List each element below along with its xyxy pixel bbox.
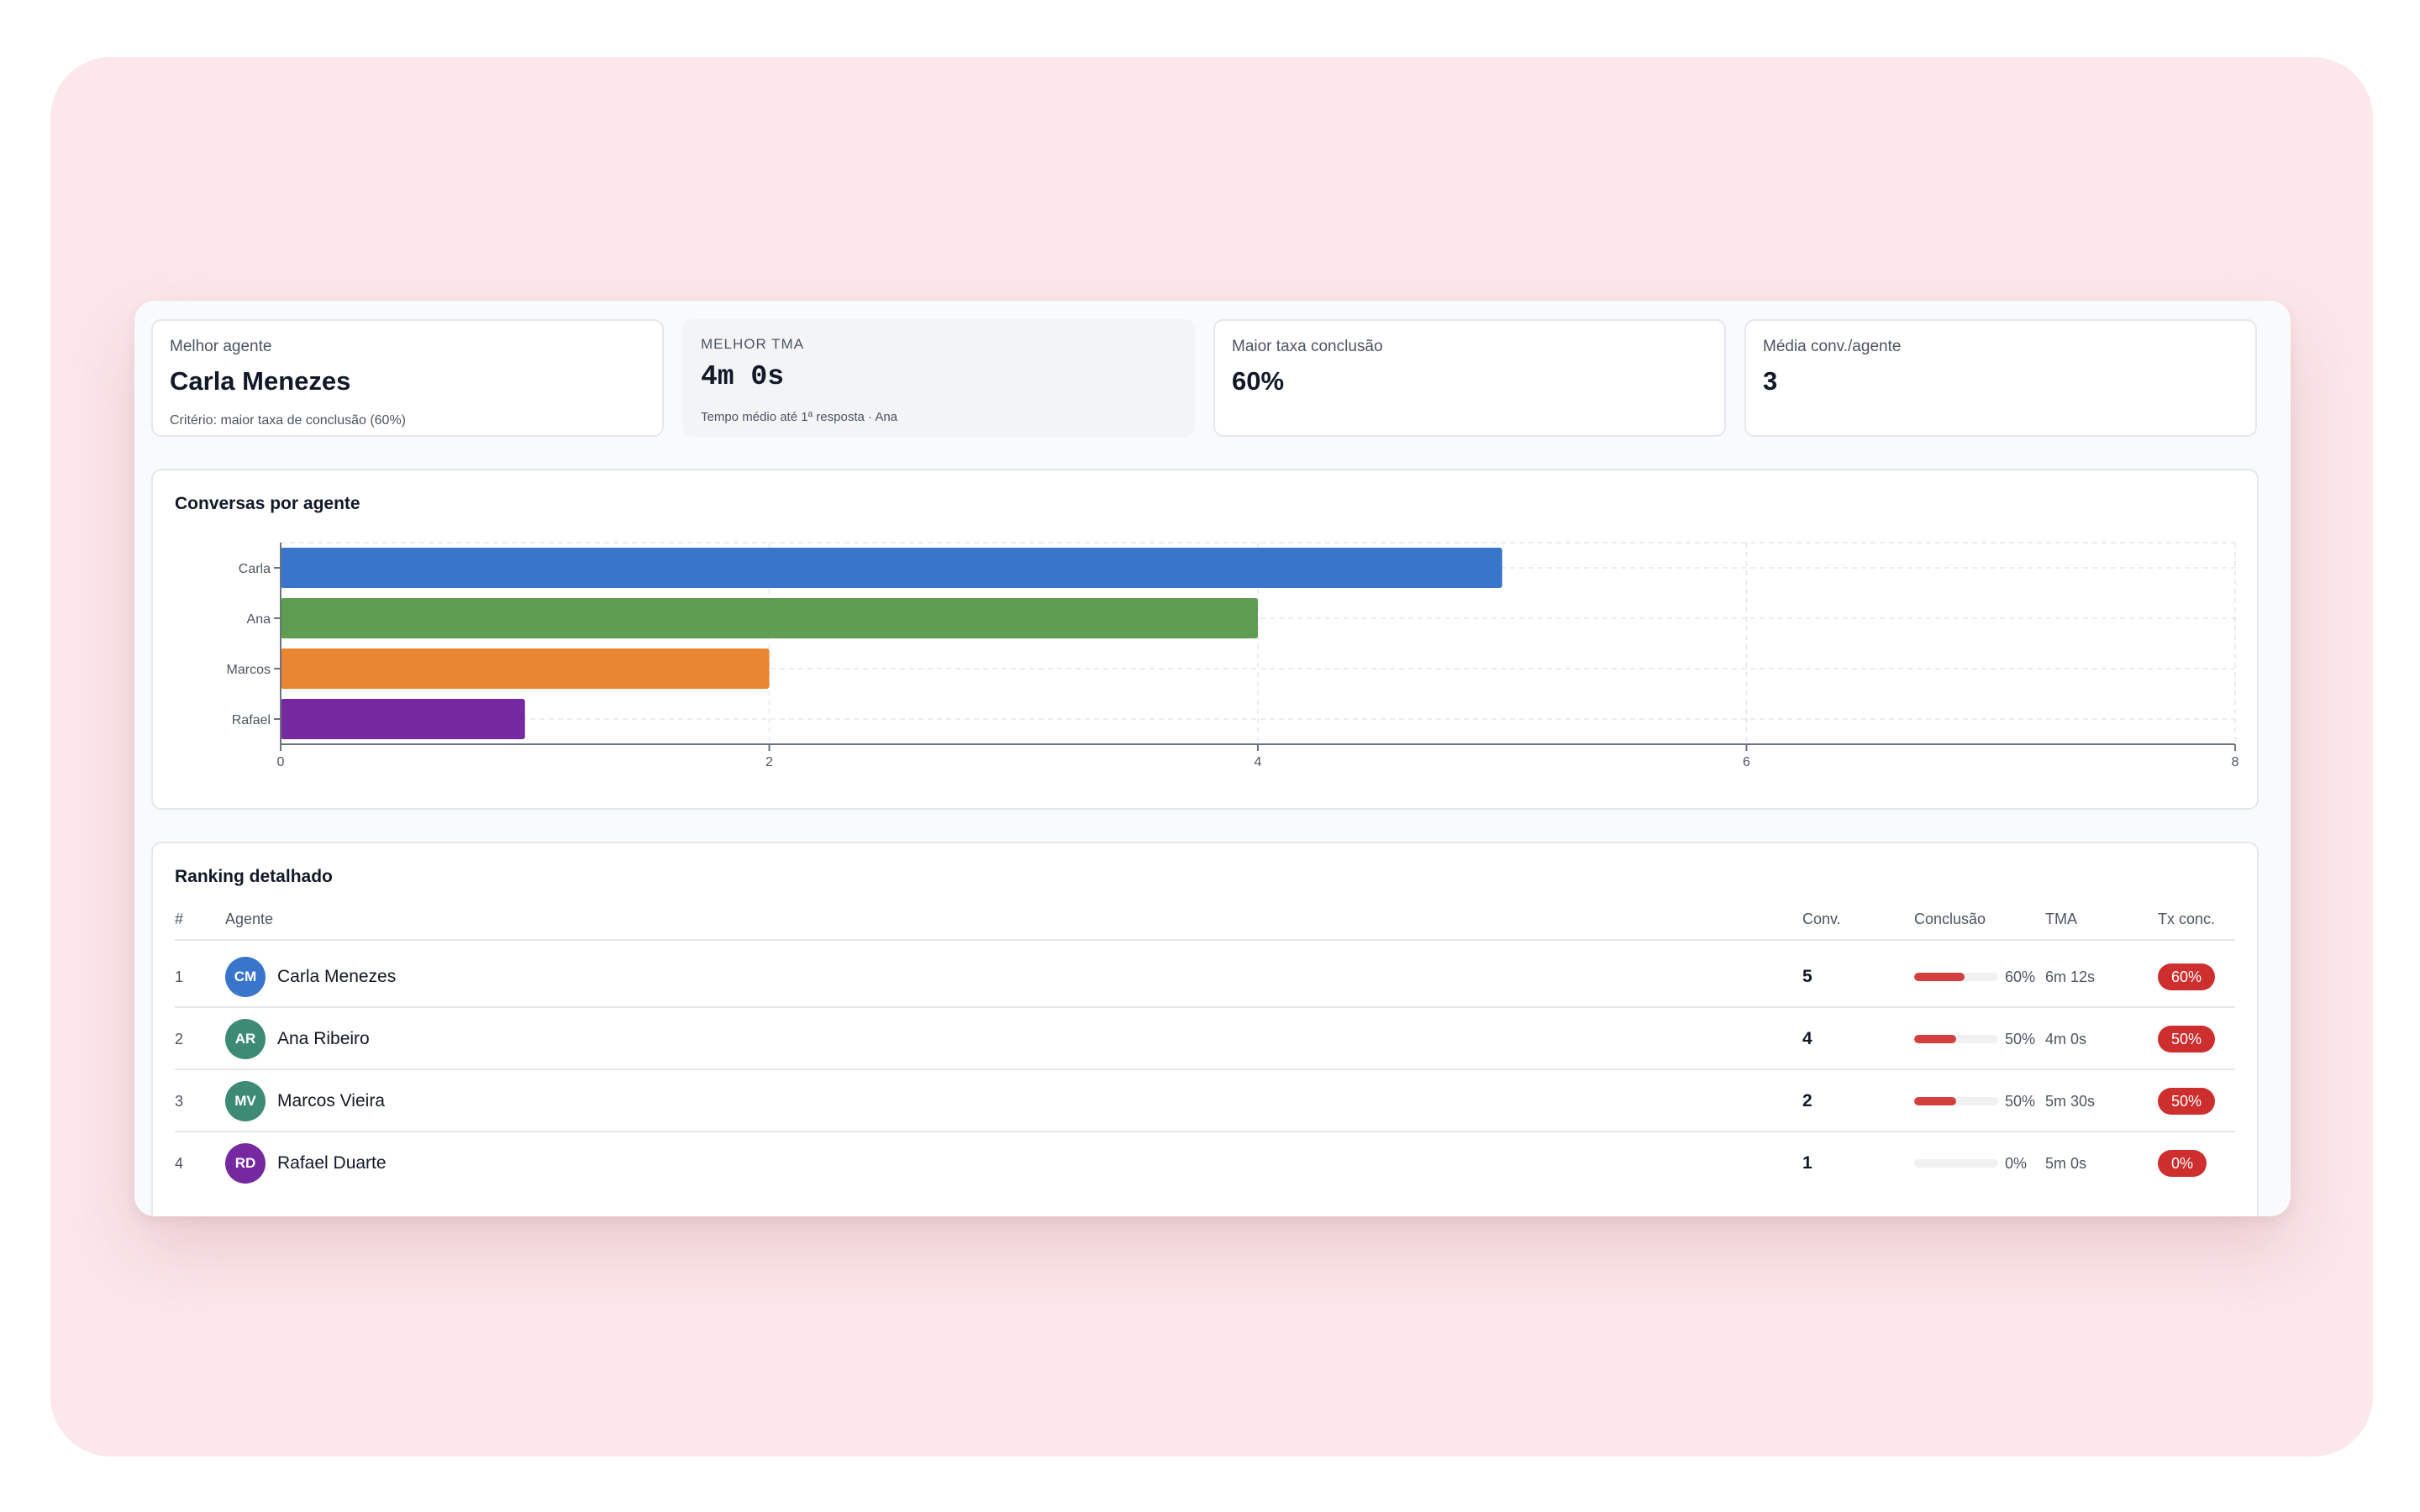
row-rate: 50% — [2158, 1070, 2216, 1132]
row-rate: 50% — [2158, 1008, 2216, 1070]
table-row[interactable]: 1 CM Carla Menezes 5 60% 6m 12s 60% — [175, 946, 2235, 1008]
avatar: MV — [225, 1081, 266, 1121]
header-divider — [175, 939, 2235, 941]
kpi-avg-conv: Média conv./agente 3 — [1744, 319, 2257, 437]
completion-progress-fill — [1914, 1097, 1956, 1105]
row-agent: RD Rafael Duarte — [225, 1132, 387, 1194]
row-agent-name: Marcos Vieira — [277, 1091, 385, 1110]
row-agent: AR Ana Ribeiro — [225, 1008, 370, 1070]
row-tma: 4m 0s — [2045, 1030, 2087, 1047]
row-rate: 60% — [2158, 946, 2216, 1008]
row-agent-name: Carla Menezes — [277, 967, 397, 986]
table-row[interactable]: 2 AR Ana Ribeiro 4 50% 4m 0s 50% — [175, 1008, 2235, 1070]
header-rate: Tx conc. — [2158, 911, 2216, 927]
row-rank: 3 — [175, 1092, 184, 1110]
row-conv: 5 — [1802, 967, 1812, 986]
row-conv: 2 — [1802, 1091, 1812, 1110]
row-tma: 6m 12s — [2045, 968, 2096, 985]
kpi-best-agent-value: Carla Menezes — [170, 366, 351, 396]
chart-card: Conversas por agente Carla Ana Marcos Rafae… — [151, 469, 2259, 810]
y-tick-label: Carla — [239, 562, 271, 576]
kpi-best-agent-label: Melhor agente — [170, 338, 272, 355]
bar-carla — [281, 548, 1502, 588]
status-badge: 0% — [2158, 1150, 2207, 1177]
x-tick-label: 8 — [2232, 755, 2239, 769]
row-conv: 1 — [1802, 1153, 1812, 1173]
ranking-card: Ranking detalhado # Agente Conv. Conclus… — [151, 842, 2259, 1216]
y-tick-label: Ana — [247, 612, 271, 627]
row-completion: 50% — [1914, 1070, 2035, 1132]
kpi-best-tma-value: 4m 0s — [701, 361, 785, 392]
chart-title: Conversas por agente — [175, 494, 360, 513]
completion-progress — [1914, 1035, 1998, 1043]
row-conv: 4 — [1802, 1029, 1812, 1048]
x-tick-label: 2 — [765, 755, 773, 769]
row-tma: 5m 0s — [2045, 1154, 2087, 1172]
row-agent-name: Ana Ribeiro — [277, 1029, 370, 1048]
kpi-best-agent: Melhor agente Carla Menezes Critério: ma… — [151, 319, 664, 437]
kpi-best-completion-value: 60% — [1232, 366, 1285, 396]
kpi-avg-conv-value: 3 — [1763, 366, 1778, 396]
header-rank: # — [175, 911, 184, 927]
x-tick-label: 4 — [1255, 755, 1262, 769]
row-agent-name: Rafael Duarte — [277, 1153, 387, 1173]
header-completion: Conclusão — [1914, 911, 1986, 927]
row-tma: 5m 30s — [2045, 1092, 2096, 1110]
row-completion-pct: 50% — [2005, 1092, 2036, 1110]
bar-ana — [281, 598, 1258, 638]
ranking-title: Ranking detalhado — [175, 867, 333, 886]
completion-progress — [1914, 1159, 1998, 1168]
row-completion: 50% — [1914, 1008, 2035, 1070]
completion-progress-fill — [1914, 973, 1965, 981]
y-tick-label: Marcos — [227, 663, 271, 677]
kpi-best-completion-label: Maior taxa conclusão — [1232, 338, 1383, 355]
header-conv: Conv. — [1802, 911, 1841, 927]
x-tick-label: 6 — [1743, 755, 1750, 769]
header-tma: TMA — [2045, 911, 2077, 927]
table-row[interactable]: 3 MV Marcos Vieira 2 50% 5m 30s 50% — [175, 1070, 2235, 1132]
row-agent: MV Marcos Vieira — [225, 1070, 385, 1132]
table-row[interactable]: 4 RD Rafael Duarte 1 0% 5m 0s 0% — [175, 1132, 2235, 1194]
row-rate: 0% — [2158, 1132, 2207, 1194]
x-tick-label: 0 — [277, 755, 285, 769]
header-agent: Agente — [225, 911, 274, 927]
status-badge: 60% — [2158, 963, 2216, 990]
kpi-best-tma: MELHOR TMA 4m 0s Tempo médio até 1ª resp… — [682, 319, 1195, 437]
kpi-best-completion: Maior taxa conclusão 60% — [1213, 319, 1726, 437]
avatar: RD — [225, 1143, 266, 1184]
y-tick-label: Rafael — [232, 713, 271, 727]
row-completion-pct: 0% — [2005, 1154, 2028, 1172]
status-badge: 50% — [2158, 1026, 2216, 1053]
completion-progress-fill — [1914, 1035, 1956, 1043]
kpi-best-tma-label: MELHOR TMA — [701, 336, 805, 352]
kpi-best-agent-sub: Critério: maior taxa de conclusão (60%) — [170, 413, 407, 428]
status-badge: 50% — [2158, 1088, 2216, 1115]
kpi-avg-conv-label: Média conv./agente — [1763, 338, 1902, 355]
row-agent: CM Carla Menezes — [225, 946, 396, 1008]
avatar: AR — [225, 1019, 266, 1059]
dashboard-panel: Melhor agente Carla Menezes Critério: ma… — [134, 301, 2291, 1216]
row-completion: 60% — [1914, 946, 2035, 1008]
row-rank: 2 — [175, 1030, 184, 1047]
completion-progress — [1914, 973, 1998, 981]
completion-progress — [1914, 1097, 1998, 1105]
row-completion: 0% — [1914, 1132, 2027, 1194]
bar-chart: Carla Ana Marcos Rafael 0 2 4 6 8 — [227, 542, 2239, 769]
row-rank: 1 — [175, 968, 184, 985]
avatar: CM — [225, 957, 266, 997]
row-completion-pct: 60% — [2005, 968, 2036, 985]
row-rank: 4 — [175, 1154, 184, 1172]
bar-marcos — [281, 648, 770, 689]
row-completion-pct: 50% — [2005, 1030, 2036, 1047]
kpi-best-tma-sub: Tempo médio até 1ª resposta · Ana — [701, 410, 898, 424]
bar-rafael — [281, 699, 525, 739]
